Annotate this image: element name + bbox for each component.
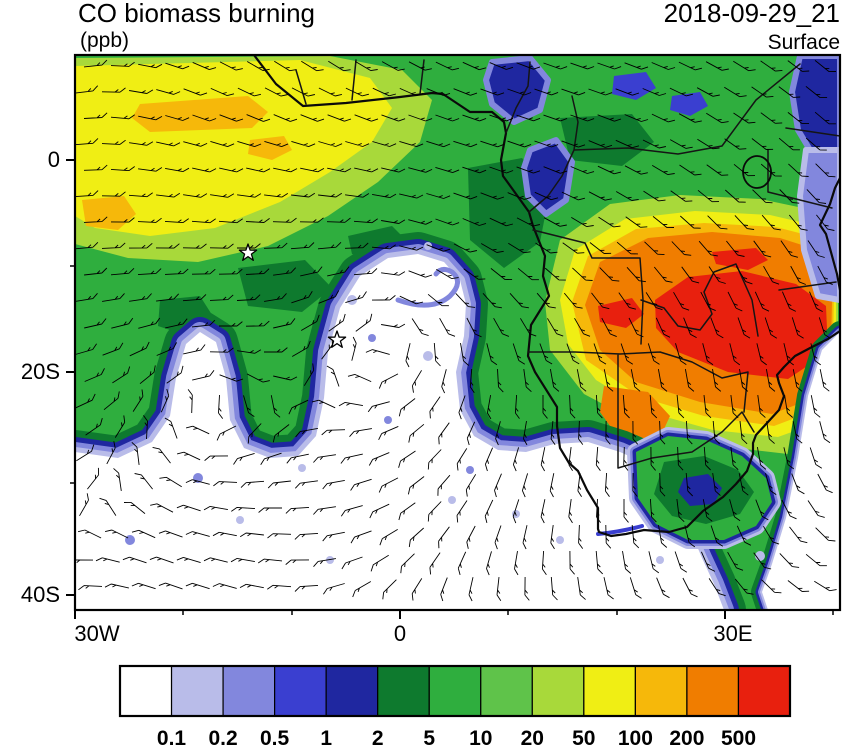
- colorbar-cell-4: [325, 665, 379, 717]
- colorbar-tick-label: 0.1: [157, 727, 187, 750]
- field-shape: [248, 136, 292, 160]
- wind-barbs: [75, 59, 837, 602]
- colorbar-cell-6: [428, 665, 482, 717]
- speckle: [448, 496, 456, 504]
- field-shape: [712, 248, 768, 270]
- lat-tick-label-20s: 20S: [21, 359, 60, 384]
- colorbar-tick-label: 10: [469, 727, 492, 750]
- colorbar-cell-12: [737, 665, 791, 717]
- colorbar-tick-label: 2: [372, 727, 384, 750]
- colorbar-tick-label: 20: [521, 727, 544, 750]
- speckle: [384, 416, 392, 424]
- lon-tick-label-30w: 30W: [74, 621, 119, 646]
- colorbar-cell-7: [480, 665, 533, 717]
- colorbar: 0.1 0.2 0.5 1 2 5 10 20 50 100 200 500: [118, 664, 792, 750]
- lon-tick-label-30e: 30E: [713, 621, 752, 646]
- field-shape: [762, 332, 840, 610]
- colorbar-tick-label: 500: [721, 727, 756, 750]
- field-shape: [252, 55, 840, 538]
- lat-tick-label-40s: 40S: [21, 582, 60, 607]
- field-shape: [483, 55, 551, 125]
- colorbar-cell-5: [377, 665, 430, 717]
- field-shape: [612, 72, 656, 100]
- colorbar-cell-9: [583, 665, 636, 717]
- colorbar-cell-10: [634, 665, 688, 717]
- axis-ticks: [66, 159, 834, 619]
- field-shape: [521, 137, 575, 217]
- colorbar-tick-label: 200: [669, 727, 704, 750]
- colorbar-tick-label: 100: [618, 727, 653, 750]
- star-marker: [327, 330, 347, 348]
- wind-barbs-layer: [75, 59, 837, 602]
- star-markers: [238, 243, 347, 348]
- speckle: [298, 464, 306, 472]
- plot-title: CO biomass burning: [78, 0, 315, 28]
- field-shape: [670, 92, 708, 116]
- field-shape: [395, 266, 460, 308]
- colorbar-cell-11: [686, 665, 740, 717]
- speckle: [368, 334, 376, 342]
- star-marker: [238, 243, 258, 261]
- speckle: [236, 516, 244, 524]
- units-label: (ppb): [80, 29, 129, 52]
- colorbar-tick-label: 1: [320, 727, 332, 750]
- field-shape: [818, 176, 840, 292]
- level-label: Surface: [768, 31, 840, 54]
- timestamp-label: 2018-09-29_21: [664, 0, 840, 28]
- colorbar-cell-2: [222, 665, 276, 717]
- plot-frame: [73, 53, 842, 612]
- field-shape: [560, 114, 654, 166]
- lat-tick-label-0: 0: [48, 147, 60, 172]
- speckle: [125, 535, 135, 545]
- lon-tick-label-0: 0: [394, 621, 406, 646]
- colorbar-cell-3: [274, 665, 327, 717]
- colorbar-tick-label: 5: [423, 727, 435, 750]
- field-shape: [678, 474, 722, 506]
- speckle: [423, 351, 433, 361]
- colorbar-cell-1: [170, 665, 224, 717]
- colorbar-cell-0: [119, 665, 173, 717]
- field-shape: [238, 260, 332, 312]
- speckle: [424, 242, 432, 250]
- speckle: [466, 466, 474, 474]
- colorbar-border: [118, 664, 792, 718]
- speckle: [556, 536, 564, 544]
- field-shape: [132, 96, 268, 132]
- colorbar-tick-label: 0.2: [208, 727, 237, 750]
- colorbar-cell-8: [531, 665, 585, 717]
- field-shape: [742, 155, 772, 189]
- colorbar-tick-label: 50: [572, 727, 595, 750]
- speckle: [347, 295, 357, 305]
- field-shape: [598, 298, 644, 328]
- map-field: [75, 55, 840, 610]
- speckle: [326, 556, 334, 564]
- speckle: [656, 556, 664, 564]
- colorbar-tick-label: 0.5: [260, 727, 290, 750]
